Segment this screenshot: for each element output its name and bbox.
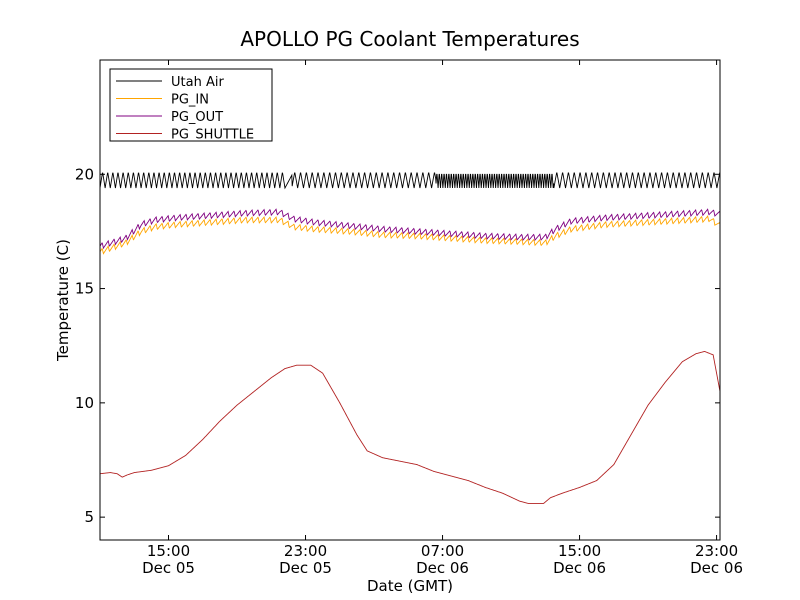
legend: Utah Air PG_IN PG_OUT PG_SHUTTLE [109,68,273,143]
legend-label-pg-in: PG_IN [171,93,209,108]
legend-label-pg-shuttle: PG_SHUTTLE [171,128,254,143]
legend-label-utah-air: Utah Air [171,75,224,90]
x-tick-label-date: Dec 06 [690,559,743,577]
series-line-utah-air [99,172,721,190]
y-axis-label: Temperature (C) [54,239,72,362]
chart-title: APOLLO PG Coolant Temperatures [240,27,579,51]
series-line-pg-out [99,208,721,250]
series-layer [99,172,721,504]
y-tick-labels: 5 10 15 20 [75,165,94,526]
y-tick-label: 20 [75,165,94,183]
x-tick-label-time: 15:00 [147,542,190,560]
ticks-layer [100,60,720,540]
x-tick-label-time: 23:00 [695,542,738,560]
x-tick-label-time: 15:00 [558,542,601,560]
plot-frame [99,59,721,541]
x-tick-label-date: Dec 06 [553,559,606,577]
y-tick-label: 5 [84,508,94,526]
x-tick-label-date: Dec 05 [142,559,195,577]
series-line-pg-in [99,215,721,255]
legend-label-pg-out: PG_OUT [171,110,223,125]
x-axis-label: Date (GMT) [367,577,453,595]
y-tick-label: 15 [75,280,94,298]
x-tick-label-time: 07:00 [421,542,464,560]
series-line-pg-shuttle [99,350,721,504]
x-tick-label-time: 23:00 [284,542,327,560]
y-tick-label: 10 [75,394,94,412]
x-tick-label-date: Dec 05 [279,559,332,577]
x-tick-label-date: Dec 06 [416,559,469,577]
